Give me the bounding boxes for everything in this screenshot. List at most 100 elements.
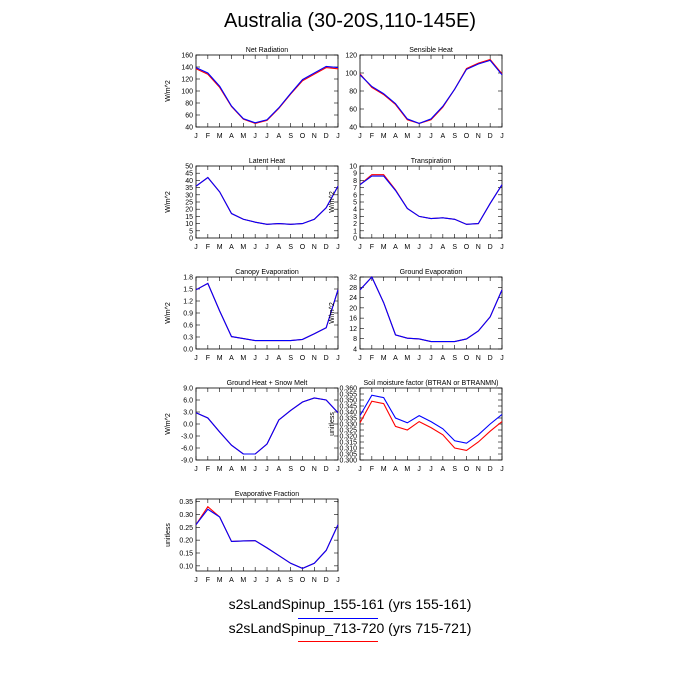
panel-5-xtick-label: J bbox=[253, 355, 257, 362]
panel-2-title: Sensible Heat bbox=[409, 47, 453, 54]
panel-4-xtick-label: A bbox=[393, 244, 398, 251]
panel-3-ytick-label: 25 bbox=[185, 200, 193, 207]
panel-4-frame bbox=[359, 165, 503, 239]
panel-2-series-2-line bbox=[359, 58, 503, 124]
panel-1-xtick-label: M bbox=[217, 133, 223, 140]
panel-3-title: Latent Heat bbox=[249, 158, 285, 165]
panel-3-xtick-label: J bbox=[253, 244, 257, 251]
panel-1-series-1-line bbox=[195, 65, 339, 124]
panel-5-frame bbox=[195, 276, 339, 350]
panel-5-ytick-label: 1.5 bbox=[183, 287, 193, 294]
panel-4-ytick-label: 7 bbox=[353, 185, 357, 192]
panel-9-series-1-line bbox=[195, 508, 339, 570]
panel-1-ytick-label: 80 bbox=[185, 101, 193, 108]
panel-8-frame bbox=[359, 387, 503, 461]
panel-6-ytick-label: 32 bbox=[349, 275, 357, 282]
panel-1-xtick-label: D bbox=[324, 133, 329, 140]
panel-3-xtick-label: M bbox=[240, 244, 246, 251]
panel-8-ytick-label: 0.305 bbox=[339, 452, 357, 459]
panel-1-ytick-label: 160 bbox=[181, 53, 193, 60]
panel-3-ytick-label: 35 bbox=[185, 185, 193, 192]
panel-4-series-2-line bbox=[359, 174, 503, 225]
panel-2-xtick-label: D bbox=[488, 133, 493, 140]
panel-9-ytick-label: 0.20 bbox=[179, 538, 193, 545]
panel-9-xtick-label: J bbox=[336, 577, 340, 584]
panel-2-xtick-label: J bbox=[358, 133, 362, 140]
panel-5-xtick-label: A bbox=[276, 355, 281, 362]
panel-8-ytick-label: 0.360 bbox=[339, 386, 357, 393]
panel-5-xtick-label: O bbox=[300, 355, 306, 362]
panel-8-xtick-label: S bbox=[452, 466, 457, 473]
panel-6-xtick-label: J bbox=[417, 355, 421, 362]
legend-line-2 bbox=[298, 641, 378, 642]
panel-7-ytick-label: 6.0 bbox=[183, 398, 193, 405]
panel-7-ytick-label: -9.0 bbox=[181, 458, 193, 465]
panel-4-xtick-label: S bbox=[452, 244, 457, 251]
panel-9-xtick-label: A bbox=[229, 577, 234, 584]
panel-2-ytick-label: 120 bbox=[345, 53, 357, 60]
panel-5-title: Canopy Evaporation bbox=[235, 269, 299, 276]
panel-5-xtick-label: F bbox=[206, 355, 210, 362]
panel-5-ylabel: W/m^2 bbox=[165, 302, 172, 324]
panel-7-xtick-label: D bbox=[324, 466, 329, 473]
panel-3-xtick-label: O bbox=[300, 244, 306, 251]
panel-8-xtick-label: F bbox=[370, 466, 374, 473]
panel-6-xtick-label: N bbox=[476, 355, 481, 362]
panel-5-xtick-label: S bbox=[288, 355, 293, 362]
panel-4-ytick-label: 8 bbox=[353, 178, 357, 185]
panel-5-ytick-label: 0.6 bbox=[183, 323, 193, 330]
panel-9-xtick-label: S bbox=[288, 577, 293, 584]
panel-4-ytick-label: 10 bbox=[349, 164, 357, 171]
panel-4-ytick-label: 5 bbox=[353, 200, 357, 207]
panel-3-ytick-label: 50 bbox=[185, 164, 193, 171]
panel-6-ytick-label: 4 bbox=[353, 347, 357, 354]
panel-3-xtick-label: J bbox=[265, 244, 269, 251]
panel-3-series-1-line bbox=[195, 176, 339, 225]
panel-2-xtick-label: N bbox=[476, 133, 481, 140]
panel-4-ytick-label: 6 bbox=[353, 192, 357, 199]
panel-5-xtick-label: J bbox=[265, 355, 269, 362]
panel-6-ytick-label: 24 bbox=[349, 295, 357, 302]
panel-2-xtick-label: A bbox=[440, 133, 445, 140]
panel-5-xtick-label: J bbox=[336, 355, 340, 362]
panel-4-ytick-label: 2 bbox=[353, 221, 357, 228]
panel-9-xtick-label: A bbox=[276, 577, 281, 584]
panel-7-xtick-label: N bbox=[312, 466, 317, 473]
panel-6-xtick-label: J bbox=[429, 355, 433, 362]
panel-6-xtick-label: J bbox=[500, 355, 504, 362]
panel-7-xtick-label: A bbox=[276, 466, 281, 473]
panel-1-xtick-label: A bbox=[229, 133, 234, 140]
panel-7-title: Ground Heat + Snow Melt bbox=[227, 380, 308, 387]
panel-9-xtick-label: M bbox=[217, 577, 223, 584]
panel-3-xtick-label: F bbox=[206, 244, 210, 251]
panel-1-ytick-label: 100 bbox=[181, 89, 193, 96]
panel-8-ytick-label: 0.355 bbox=[339, 392, 357, 399]
panel-7-xtick-label: O bbox=[300, 466, 306, 473]
panel-8-series-1-line bbox=[359, 394, 503, 444]
panel-9-xtick-label: F bbox=[206, 577, 210, 584]
panel-7-ytick-label: 0.0 bbox=[183, 422, 193, 429]
panel-5-xtick-label: D bbox=[324, 355, 329, 362]
panel-4-ytick-label: 0 bbox=[353, 236, 357, 243]
panel-2-xtick-label: M bbox=[381, 133, 387, 140]
panel-9-ylabel: unitless bbox=[165, 523, 172, 547]
panel-3-ytick-label: 15 bbox=[185, 214, 193, 221]
panel-7-ytick-label: 9.0 bbox=[183, 386, 193, 393]
panel-3-xtick-label: A bbox=[229, 244, 234, 251]
panel-9-xtick-label: M bbox=[240, 577, 246, 584]
panel-4-xtick-label: O bbox=[464, 244, 470, 251]
panel-3-ylabel: W/m^2 bbox=[165, 191, 172, 213]
panel-3-xtick-label: J bbox=[336, 244, 340, 251]
panel-7-xtick-label: J bbox=[253, 466, 257, 473]
panel-7-series-1-line bbox=[195, 397, 339, 455]
panel-6-ytick-label: 28 bbox=[349, 285, 357, 292]
panel-6-series-1-line bbox=[359, 276, 503, 343]
panel-9-xtick-label: J bbox=[194, 577, 198, 584]
panel-6-series-2-line bbox=[359, 276, 503, 343]
figure-title: Australia (30-20S,110-145E) bbox=[224, 10, 476, 32]
panel-5-ytick-label: 1.2 bbox=[183, 299, 193, 306]
panel-1-ytick-label: 140 bbox=[181, 65, 193, 72]
panel-8-xtick-label: J bbox=[500, 466, 504, 473]
panel-5-xtick-label: M bbox=[217, 355, 223, 362]
panel-8-series-2-line bbox=[359, 400, 503, 451]
